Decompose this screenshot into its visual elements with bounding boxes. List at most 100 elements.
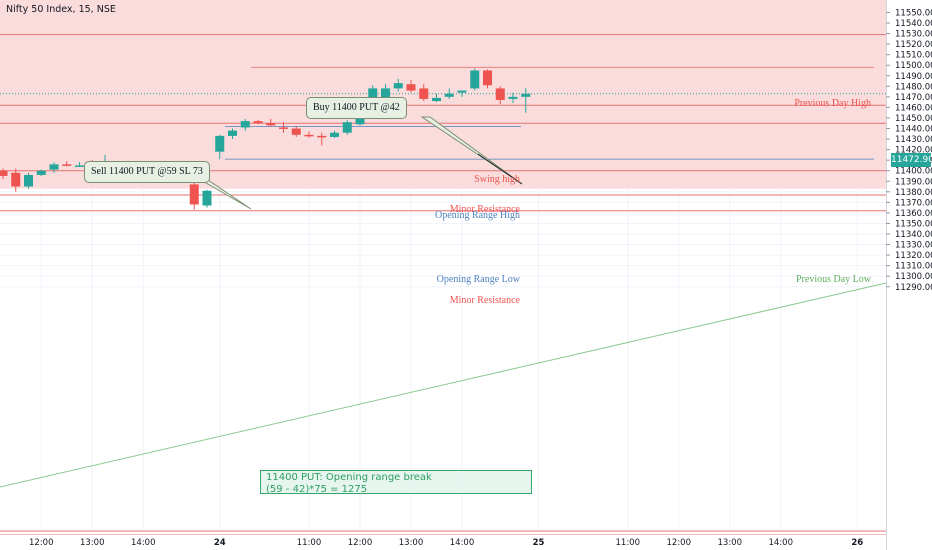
candle-bearish xyxy=(483,70,492,86)
price-tick-label: 11480.00 xyxy=(895,82,932,92)
price-tick-label: 11420.00 xyxy=(895,146,932,156)
price-tick-label: 11290.00 xyxy=(895,283,932,293)
candle-bullish xyxy=(444,93,454,97)
time-tick-label: 14:00 xyxy=(131,538,156,548)
time-tick-label: 14:00 xyxy=(450,538,475,548)
price-tick-label: 11530.00 xyxy=(895,30,932,40)
time-tick-label: 11:00 xyxy=(297,538,322,548)
price-tick-label: 11500.00 xyxy=(895,61,932,71)
price-tick-label: 11310.00 xyxy=(895,262,932,272)
candle-bearish xyxy=(279,127,288,129)
swing-high-arrow xyxy=(477,153,523,185)
trade-summary-note[interactable]: 11400 PUT: Opening range break (59 - 42)… xyxy=(260,470,532,495)
time-tick-label: 12:00 xyxy=(667,538,692,548)
price-tick-label: 11400.00 xyxy=(895,167,932,177)
candle-bearish xyxy=(11,172,21,187)
shaded-zone xyxy=(0,0,886,189)
time-tick-label: 12:00 xyxy=(348,538,373,548)
candle-bearish xyxy=(317,135,327,138)
price-tick-label: 11300.00 xyxy=(895,272,932,282)
candle-bullish xyxy=(342,122,352,133)
candle-bearish xyxy=(189,184,199,205)
price-tick-label: 11380.00 xyxy=(895,188,932,198)
candle-bullish xyxy=(215,135,225,152)
candle-bullish xyxy=(36,170,46,175)
minor-resistance-label: Minor Resistance xyxy=(450,295,521,306)
time-axis[interactable]: 12:00 13:00 14:00 24 11:00 12:00 13:00 14:00 25 1… xyxy=(0,535,886,550)
candle-bullish xyxy=(202,190,212,206)
price-tick-label: 11360.00 xyxy=(895,209,932,219)
time-tick-label: 24 xyxy=(214,538,226,548)
candle-bearish xyxy=(419,88,429,99)
price-tick-label: 11320.00 xyxy=(895,251,932,261)
candle-bullish xyxy=(432,97,441,102)
price-tick-label: 11470.00 xyxy=(895,93,932,103)
minor-resistance-label: Minor Resistance xyxy=(450,204,521,215)
trade-summary-line-2: (59 - 42)*75 = 1275 xyxy=(266,484,368,495)
candle-bullish xyxy=(355,116,365,125)
candle-bullish xyxy=(49,164,59,170)
last-price-tag: 11472.90 xyxy=(891,153,932,167)
swing-high-label: Swing high xyxy=(474,174,520,185)
trend-line xyxy=(0,282,887,488)
trade-summary-line-1: 11400 PUT: Opening range break xyxy=(266,472,432,483)
price-tick-label: 11520.00 xyxy=(895,40,932,50)
time-tick-label: 25 xyxy=(533,538,545,548)
previous-day-low-label: Previous Day Low xyxy=(796,274,872,285)
price-tick-label: 11390.00 xyxy=(895,177,932,187)
price-tick-label: 11490.00 xyxy=(895,72,932,82)
price-tick-label: 11510.00 xyxy=(895,51,932,61)
time-tick-label: 13:00 xyxy=(399,538,424,548)
price-tick-label: 11440.00 xyxy=(895,125,932,135)
candle-bullish xyxy=(24,174,33,187)
price-tick-label: 11460.00 xyxy=(895,103,932,113)
previous-day-low-trendline xyxy=(0,282,887,488)
candle-bearish xyxy=(291,128,301,135)
price-tick-label: 11330.00 xyxy=(895,241,932,251)
candle-bearish xyxy=(406,84,416,91)
candle-bullish xyxy=(393,83,403,89)
candle-bullish xyxy=(457,90,467,93)
candle-bearish xyxy=(0,170,8,176)
candle-bullish xyxy=(470,70,480,89)
resistance-zone xyxy=(0,0,886,189)
candle-bearish xyxy=(495,88,505,101)
opening-range-low-label: Opening Range Low xyxy=(437,274,521,285)
callout-leaders xyxy=(199,116,523,210)
price-tick-label: 11430.00 xyxy=(895,135,932,145)
candle-bearish xyxy=(253,121,263,124)
time-tick-label: 13:00 xyxy=(80,538,105,548)
previous-day-high-label: Previous Day High xyxy=(794,98,871,109)
sell-put-annotation[interactable]: Sell 11400 PUT @59 SL 73 xyxy=(84,161,210,183)
time-tick-label: 13:00 xyxy=(718,538,743,548)
price-tick-label: 11540.00 xyxy=(895,19,932,29)
candle-bullish xyxy=(381,88,390,99)
price-tick-label: 11350.00 xyxy=(895,219,932,229)
horizontal-levels xyxy=(0,34,886,536)
time-tick-label: 14:00 xyxy=(769,538,794,548)
candle-bearish xyxy=(62,164,72,166)
candle-bullish xyxy=(508,96,518,99)
price-tick-label: 11550.00 xyxy=(895,8,932,18)
candle-bullish xyxy=(240,121,250,128)
price-tick-label: 11340.00 xyxy=(895,230,932,240)
opening-range-high-label: Opening Range High xyxy=(435,210,520,221)
time-tick-label: 11:00 xyxy=(616,538,641,548)
time-tick-label: 26 xyxy=(851,538,863,548)
time-tick-label: 12:00 xyxy=(29,538,54,548)
candle-bullish xyxy=(330,132,339,137)
price-tick-label: 11450.00 xyxy=(895,114,932,124)
chart-title: Nifty 50 Index, 15, NSE xyxy=(6,4,116,15)
price-axis-background xyxy=(887,0,932,550)
buy-put-annotation[interactable]: Buy 11400 PUT @42 xyxy=(306,97,407,119)
candle-bullish xyxy=(75,165,84,167)
candle-bullish xyxy=(228,130,237,136)
price-axis[interactable]: 11290.0011300.0011310.0011320.0011330.00… xyxy=(886,0,932,550)
candle-bearish xyxy=(266,123,276,126)
time-axis-background xyxy=(0,535,886,550)
price-tick-label: 11370.00 xyxy=(895,198,932,208)
candle-bearish xyxy=(304,134,314,137)
level-labels: Previous Day High Previous Day Low Minor R… xyxy=(435,98,872,306)
candle-bullish xyxy=(521,93,531,97)
